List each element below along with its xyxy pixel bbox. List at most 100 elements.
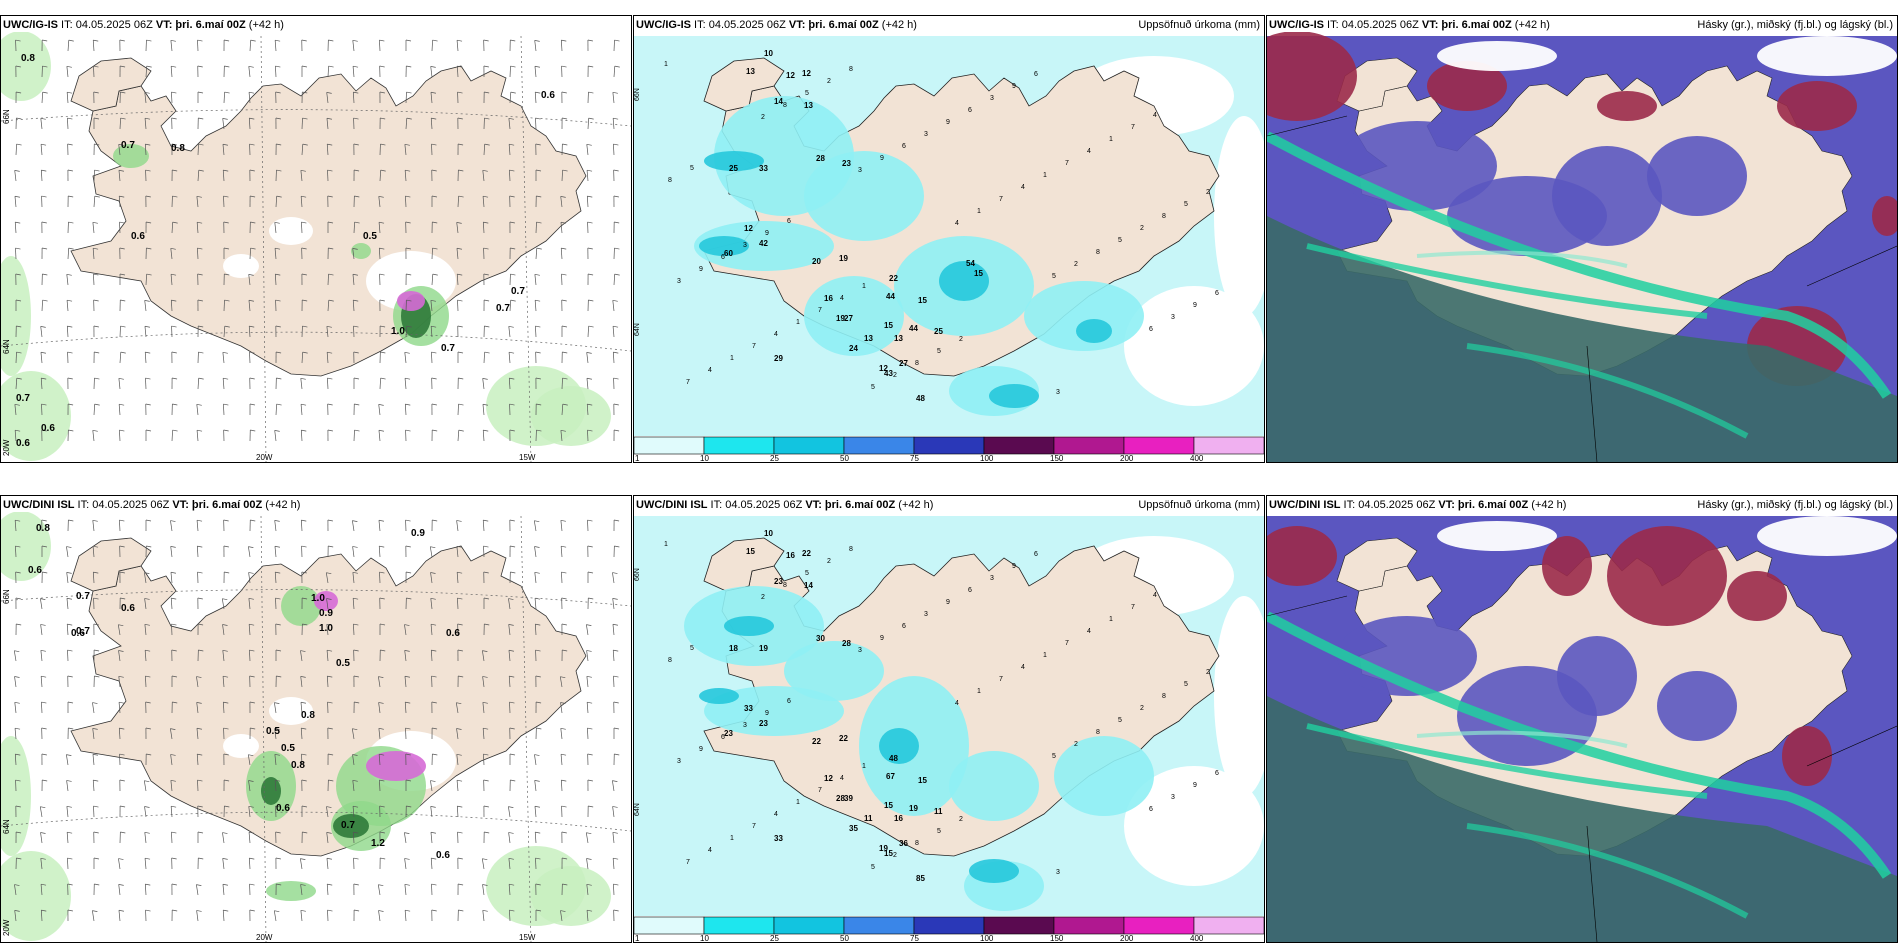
wind-barb-flag	[406, 571, 412, 574]
precip-small-label: 4	[840, 295, 844, 302]
wind-barb-flag	[15, 597, 21, 600]
wind-barb-flag	[430, 572, 436, 574]
wind-barb	[326, 624, 329, 636]
precip-small-label: 6	[1215, 770, 1219, 777]
wind-barb-flag	[509, 429, 515, 432]
wind-barb-flag	[510, 779, 516, 782]
westfjords-landmass	[703, 57, 785, 112]
wind-barb-flag	[120, 91, 126, 94]
wind-barb-flag	[41, 403, 47, 406]
wind-barb	[326, 832, 329, 844]
wind-barb-flag	[66, 780, 72, 782]
wind-barb-flag	[42, 39, 48, 42]
wind-barb	[586, 650, 589, 662]
wind-barb-flag	[40, 117, 46, 120]
wind-barb-flag	[561, 273, 567, 276]
wind-barb	[430, 832, 433, 844]
wind-gust-label: 0.7	[441, 343, 455, 354]
wind-barb-flag	[509, 377, 515, 380]
wind-barb-flag	[457, 91, 463, 94]
model-name: UWC/IG-IS	[1269, 19, 1324, 31]
wind-barb-flag	[562, 377, 568, 380]
wind-barb-flag	[197, 65, 203, 68]
precip-amount-label: 67	[886, 772, 895, 781]
wind-barb	[196, 520, 199, 532]
model-name: UWC/DINI ISL	[1269, 499, 1341, 511]
wind-barb-flag	[380, 169, 386, 172]
wind-barb-flag	[223, 545, 229, 548]
wind-barb-flag	[327, 519, 333, 522]
wind-barb-flag	[509, 519, 515, 522]
high-cloud-area	[1782, 726, 1832, 786]
wind-barb-flag	[561, 39, 567, 42]
wind-barb-flag	[328, 65, 334, 68]
wind-barb-flag	[67, 701, 74, 704]
wind-barb-flag	[119, 519, 125, 522]
moderate-wind-area	[266, 881, 316, 901]
wind-barb	[508, 676, 511, 688]
precip-small-label: 1	[862, 763, 866, 770]
wind-barb	[533, 520, 537, 532]
wind-barb-flag	[379, 299, 385, 302]
wind-barb-flag	[483, 519, 489, 522]
precip-small-label: 5	[1184, 681, 1188, 688]
wind-barb-flag	[482, 650, 488, 652]
wind-barb	[379, 378, 381, 390]
colorbar-bin	[983, 436, 1055, 455]
wind-barb	[93, 404, 96, 416]
wind-barb-flag	[68, 403, 74, 406]
wind-barb-flag	[300, 676, 306, 678]
wind-barb	[171, 832, 173, 844]
wind-barb	[14, 222, 17, 234]
wind-barb-flag	[483, 727, 489, 730]
wind-barb-flag	[300, 909, 306, 912]
wind-barb	[430, 858, 433, 870]
wind-barb-flag	[301, 273, 307, 276]
wind-barb	[534, 546, 537, 558]
wind-barb-flag	[560, 519, 566, 522]
wind-barb-flag	[534, 273, 540, 276]
valid-time: VT: þri. 6.maí 00Z	[155, 19, 246, 31]
wind-barb-flag	[67, 649, 73, 652]
map-boundary-line	[1267, 115, 1348, 137]
wind-barb	[560, 520, 563, 532]
wind-barb	[222, 170, 225, 182]
precip-small-label: 5	[690, 645, 694, 652]
wind-barb-flag	[508, 117, 514, 120]
wind-barb-flag	[613, 195, 619, 198]
high-cloud-area	[1777, 81, 1857, 131]
wind-barb-flag	[561, 623, 567, 626]
wind-barb-flag	[14, 650, 20, 653]
wind-barb-flag	[458, 377, 464, 380]
wind-barb	[457, 404, 459, 416]
wind-barb-flag	[145, 701, 151, 704]
wind-barb-flag	[378, 702, 384, 704]
wind-barb	[66, 274, 69, 286]
westfjords-landmass	[70, 537, 152, 592]
precip-small-label: 9	[880, 155, 884, 162]
wind-barb-flag	[327, 169, 333, 172]
wind-barb-flag	[42, 779, 48, 782]
wind-barb	[171, 430, 173, 442]
frontal-band	[1466, 823, 1749, 919]
wind-barb-flag	[300, 377, 306, 380]
wind-barb	[586, 352, 589, 364]
wind-barb	[560, 754, 563, 766]
wind-barb-flag	[562, 403, 568, 406]
model-name: UWC/DINI ISL	[636, 499, 708, 511]
wind-barb	[223, 92, 225, 104]
wind-barb	[326, 884, 329, 896]
wind-barb-flag	[224, 779, 230, 782]
wind-barb	[171, 222, 174, 234]
wind-gust-label: 0.9	[411, 528, 425, 539]
precip-small-label: 1	[1109, 616, 1113, 623]
wind-barb-flag	[326, 598, 332, 600]
wind-barb-flag	[483, 597, 490, 600]
wind-barb	[534, 572, 537, 584]
wind-barb-flag	[93, 247, 99, 250]
longitude-line	[260, 515, 267, 942]
wind-barb	[457, 300, 459, 312]
wind-barb-flag	[196, 676, 202, 678]
wind-barb	[145, 676, 147, 688]
wind-barb-flag	[562, 351, 568, 354]
